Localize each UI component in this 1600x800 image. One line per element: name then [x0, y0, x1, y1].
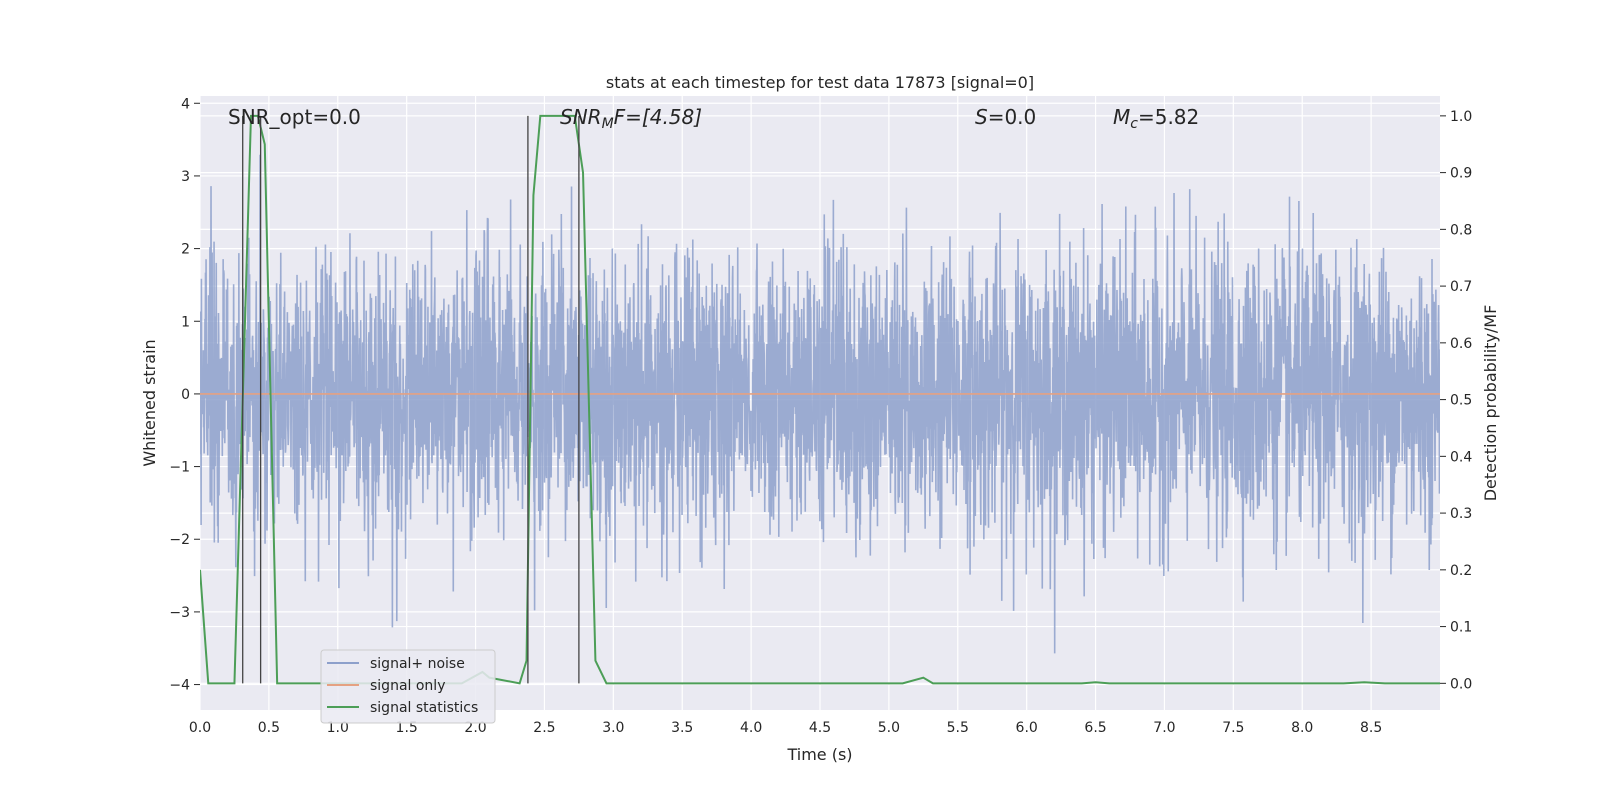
snr-mf-prefix: SNR	[560, 105, 602, 129]
annotation-s: S=0.0	[975, 105, 1036, 129]
y-right-tick-label: 0.7	[1450, 279, 1472, 295]
annotation-mc: Mc=5.82	[1113, 105, 1199, 132]
x-tick-label: 0.0	[189, 720, 211, 736]
x-tick-label: 3.0	[602, 720, 624, 736]
annotation-snr-opt: SNR_opt=0.0	[228, 105, 361, 129]
mc-symbol: M	[1113, 105, 1130, 129]
x-tick-label: 2.5	[533, 720, 555, 736]
x-tick-label: 7.5	[1222, 720, 1244, 736]
y-left-tick-label: 3	[181, 169, 190, 185]
y-left-tick-label: 4	[181, 96, 190, 112]
legend-label-signal-statistics: signal statistics	[370, 700, 478, 716]
x-tick-label: 6.5	[1084, 720, 1106, 736]
snr-mf-sub: M	[602, 116, 614, 132]
x-tick-label: 2.0	[464, 720, 486, 736]
legend-label-signal-only: signal only	[370, 678, 445, 694]
y-right-tick-label: 0.8	[1450, 222, 1472, 238]
y-axis-label-right: Detection probability/MF	[1481, 305, 1500, 502]
y-right-tick-label: 0.4	[1450, 449, 1472, 465]
x-tick-label: 8.0	[1291, 720, 1313, 736]
series-layer	[200, 114, 1440, 685]
chart-title: stats at each timestep for test data 178…	[606, 73, 1034, 92]
y-right-tick-label: 0.1	[1450, 620, 1472, 636]
y-right-tick-label: 0.0	[1450, 676, 1472, 692]
y-left-tick-label: 0	[181, 387, 190, 403]
y-left-tick-label: −3	[169, 605, 190, 621]
ticks-layer: 0.0 0.5 1.0 1.5 2.0 2.5 3.0 3.5 4.0 4.5 5.0 5.5 6.0 6…	[169, 96, 1472, 736]
x-tick-label: 4.5	[809, 720, 831, 736]
x-tick-label: 4.0	[740, 720, 762, 736]
markers-layer	[242, 115, 580, 684]
y-right-tick-label: 0.6	[1450, 336, 1472, 352]
y-left-tick-label: 1	[181, 314, 190, 330]
y-right-tick-label: 0.9	[1450, 166, 1472, 182]
mc-value: =5.82	[1138, 105, 1199, 129]
x-tick-label: 3.5	[671, 720, 693, 736]
mc-sub: c	[1130, 116, 1138, 132]
series-signal-noise	[200, 154, 1440, 654]
legend-box	[320, 649, 496, 724]
y-right-tick-label: 0.3	[1450, 506, 1472, 522]
annotation-snr-mf: SNRMF=[4.58]	[560, 105, 702, 132]
y-right-tick-label: 0.2	[1450, 563, 1472, 579]
s-symbol: S	[975, 105, 988, 129]
y-right-tick-label: 1.0	[1450, 109, 1472, 125]
legend: signal+ noise signal only signal statist…	[320, 649, 496, 724]
x-tick-label: 5.5	[947, 720, 969, 736]
y-right-tick-label: 0.5	[1450, 393, 1472, 409]
y-axis-label-left: Whitened strain	[140, 339, 159, 466]
s-value: =0.0	[988, 105, 1037, 129]
x-tick-label: 1.5	[396, 720, 418, 736]
y-left-tick-label: 2	[181, 242, 190, 258]
x-tick-label: 0.5	[258, 720, 280, 736]
legend-label-signal-noise: signal+ noise	[370, 656, 465, 672]
x-tick-label: 7.0	[1153, 720, 1175, 736]
snr-mf-suffix: F=[4.58]	[614, 105, 702, 129]
y-left-tick-label: −4	[169, 678, 190, 694]
y-left-tick-label: −1	[169, 460, 190, 476]
x-axis-label: Time (s)	[786, 745, 852, 764]
x-tick-label: 1.0	[327, 720, 349, 736]
x-tick-label: 6.0	[1016, 720, 1038, 736]
x-tick-label: 8.5	[1360, 720, 1382, 736]
x-tick-label: 5.0	[878, 720, 900, 736]
series-signal-statistics	[200, 114, 1440, 685]
y-left-tick-label: −2	[169, 532, 190, 548]
